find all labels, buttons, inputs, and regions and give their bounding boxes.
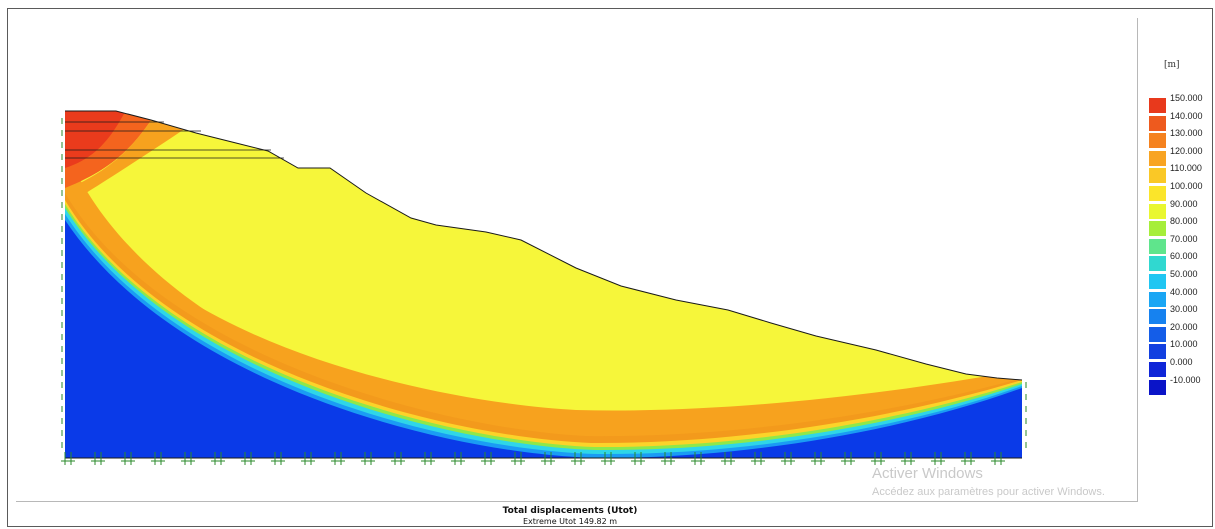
legend-label: 150.000	[1170, 93, 1203, 103]
legend-swatch	[1149, 115, 1166, 131]
layer-lines	[65, 121, 284, 159]
legend-label: 120.000	[1170, 145, 1203, 156]
legend-swatch	[1149, 379, 1166, 395]
result-subtitle: Extreme Utot 149.82 m	[522, 517, 618, 526]
watermark-title: Activer Windows	[872, 465, 983, 482]
legend-swatch	[1149, 256, 1166, 272]
legend-label: 0.000	[1170, 357, 1193, 367]
legend-label: 60.000	[1170, 251, 1198, 262]
displacement-contour-plot[interactable]	[16, 18, 1137, 501]
plot-window	[7, 8, 1213, 527]
legend-label: 100.000	[1170, 181, 1203, 191]
legend-swatch	[1149, 326, 1166, 342]
model-view[interactable]	[16, 18, 1138, 502]
contour-fill	[65, 111, 1022, 458]
legend-swatch	[1149, 221, 1166, 237]
legend-swatch	[1149, 309, 1166, 325]
activation-watermark: Activer Windows Accédez aux paramètres p…	[872, 465, 1105, 498]
legend-swatch	[1149, 344, 1166, 360]
legend-label: 130.000	[1170, 128, 1203, 139]
legend-swatch	[1149, 291, 1166, 307]
legend-label: 90.000	[1170, 198, 1198, 209]
legend-label: 110.000	[1170, 163, 1202, 174]
legend-label: 10.000	[1170, 339, 1198, 350]
watermark-subtitle: Accédez aux paramètres pour activer Wind…	[872, 486, 1105, 498]
legend-label: -10.000	[1170, 374, 1201, 385]
legend-swatch	[1149, 150, 1166, 166]
legend-label: 50.000	[1170, 269, 1198, 279]
color-legend: [m] 150.000 140.000 130.000 120.000 110.000 1…	[1140, 60, 1210, 440]
result-title: Total displacements (Utot)	[502, 506, 638, 516]
legend-swatch	[1149, 186, 1166, 201]
legend-swatch	[1149, 168, 1166, 184]
legend-label: 80.000	[1170, 216, 1198, 227]
legend-swatch	[1149, 362, 1166, 377]
legend-label: 70.000	[1170, 233, 1198, 244]
bottom-boundary-fixities	[61, 452, 1005, 465]
legend-unit: [m]	[1164, 60, 1180, 70]
legend-label: 30.000	[1170, 304, 1198, 315]
legend-swatch	[1149, 203, 1166, 219]
ground-surface-line	[65, 110, 1023, 381]
legend-label: 140.000	[1170, 110, 1203, 121]
legend-swatch	[1149, 238, 1166, 254]
legend-swatch	[1149, 274, 1166, 289]
legend-label: 40.000	[1170, 286, 1198, 297]
legend-label: 20.000	[1170, 321, 1198, 332]
legend-swatch	[1149, 133, 1166, 149]
legend-swatch	[1149, 98, 1166, 113]
